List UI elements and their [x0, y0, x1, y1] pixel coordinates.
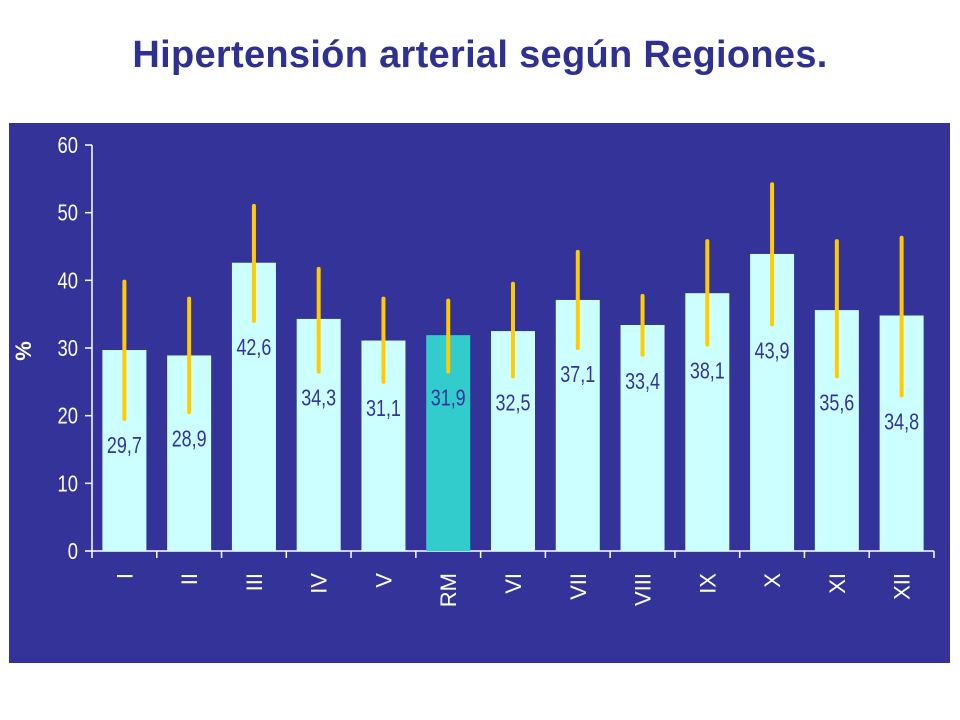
- y-tick-label: 40: [58, 268, 78, 293]
- y-tick-label: 60: [58, 133, 78, 158]
- category-label-xii: XII: [890, 573, 915, 600]
- data-label-i: 29,7: [107, 433, 142, 459]
- y-axis-label: %: [11, 341, 36, 361]
- chart-panel: 0 10 20 30 40 50 60% 29,7 I 28,9 II 42,6 III 34,3 IV 31…: [9, 123, 950, 663]
- category-label-viii: VIII: [631, 573, 656, 606]
- data-label-iii: 42,6: [236, 335, 271, 361]
- bar-chart: 0 10 20 30 40 50 60% 29,7 I 28,9 II 42,6 III 34,3 IV 31…: [11, 133, 935, 607]
- data-label-xii: 34,8: [884, 409, 919, 435]
- data-label-iv: 34,3: [301, 386, 336, 412]
- y-tick-label: 50: [58, 201, 78, 226]
- category-label-x: X: [760, 573, 785, 588]
- category-label-xi: XI: [825, 573, 850, 594]
- category-label-v: V: [371, 573, 396, 588]
- category-label-ix: IX: [695, 573, 720, 594]
- category-label-iii: III: [242, 573, 267, 591]
- category-label-iv: IV: [307, 573, 332, 594]
- data-label-ix: 38,1: [690, 359, 725, 385]
- data-label-viii: 33,4: [625, 369, 660, 395]
- category-label-vii: VII: [566, 573, 591, 600]
- data-label-x: 43,9: [755, 338, 790, 364]
- bar-viii: [620, 324, 665, 551]
- y-tick-label: 30: [58, 336, 78, 361]
- data-label-xi: 35,6: [819, 390, 854, 416]
- data-label-ii: 28,9: [172, 426, 207, 452]
- page-title: Hipertensión arterial según Regiones.: [132, 34, 828, 76]
- data-label-vii: 37,1: [560, 362, 595, 388]
- category-label-i: I: [112, 573, 137, 579]
- data-label-v: 31,1: [366, 396, 401, 422]
- y-tick-label: 0: [68, 539, 78, 564]
- y-tick-label: 20: [58, 404, 78, 429]
- category-label-ii: II: [177, 573, 202, 585]
- category-label-rm: RM: [436, 573, 461, 607]
- data-label-vi: 32,5: [496, 390, 531, 416]
- data-label-rm: 31,9: [431, 386, 466, 412]
- category-label-vi: VI: [501, 573, 526, 594]
- y-tick-label: 10: [58, 471, 78, 496]
